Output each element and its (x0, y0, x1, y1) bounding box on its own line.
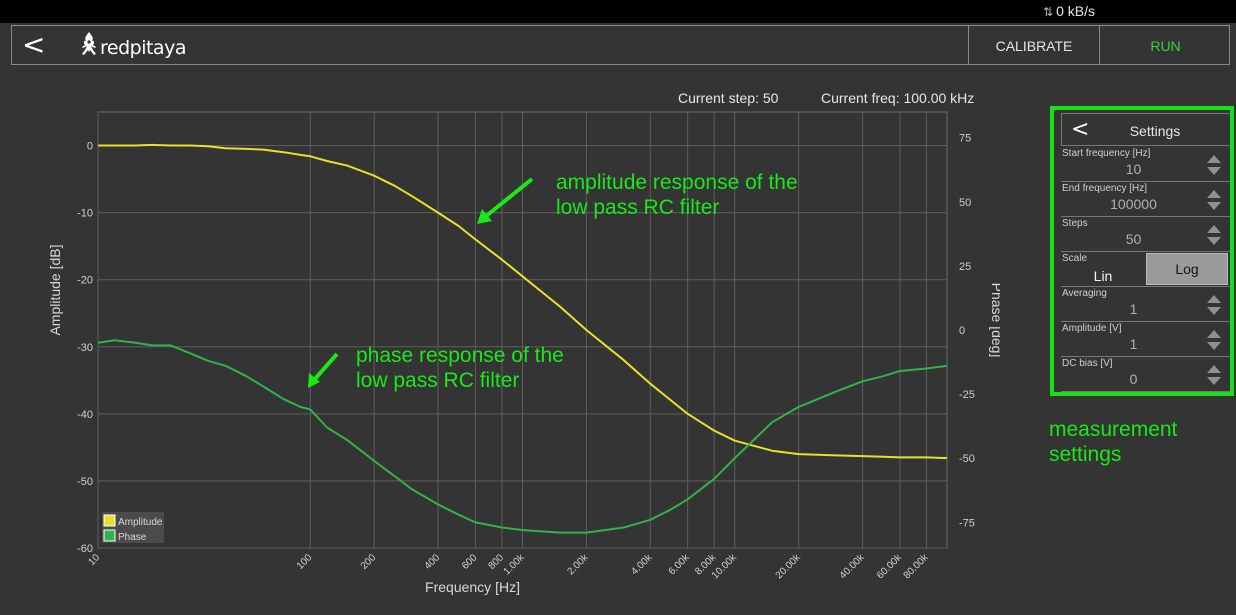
amplitude-input[interactable]: 1 (1129, 336, 1138, 352)
spinner-icon[interactable] (1207, 190, 1221, 212)
x-tick-label: 6.00k (667, 552, 693, 578)
x-tick-label: 200 (359, 552, 379, 572)
redpitaya-logo-icon (82, 32, 96, 55)
field-label: End frequency [Hz] (1062, 183, 1148, 194)
end-frequency-input[interactable]: 100000 (1110, 196, 1157, 212)
x-tick-label: 1.00k (502, 552, 528, 578)
dc-bias-field: DC bias [V] 0 (1061, 357, 1231, 392)
phase-annotation: phase response of the low pass RC filter (356, 343, 564, 393)
phase-annotation-line-2: low pass RC filter (356, 369, 520, 392)
end-frequency-field: End frequency [Hz] 100000 (1061, 182, 1231, 217)
y-right-tick-label: 50 (959, 197, 971, 209)
spinner-icon[interactable] (1207, 155, 1221, 177)
current-freq: Current freq: 100.00 kHz (821, 90, 975, 106)
x-tick-label: 10.00k (710, 552, 740, 582)
legend-label: Phase (118, 532, 147, 543)
legend-swatch (103, 529, 116, 542)
spinner-icon[interactable] (1207, 365, 1221, 387)
y-right-tick-label: 25 (959, 261, 971, 273)
x-axis-label: Frequency [Hz] (425, 579, 520, 595)
spinner-icon[interactable] (1207, 295, 1221, 317)
y-right-tick-label: -75 (959, 517, 975, 529)
x-tick-label: 40.00k (838, 552, 868, 582)
field-label: Scale (1062, 253, 1088, 264)
redpitaya-logo: redpitaya (78, 30, 186, 62)
x-tick-label: 80.00k (902, 552, 932, 582)
network-rate: ⇅ 0 kB/s (1043, 3, 1095, 19)
spinner-icon[interactable] (1207, 225, 1221, 247)
phase-annotation-line-1: phase response of the (356, 344, 564, 367)
run-button[interactable]: RUN (1099, 26, 1231, 64)
x-tick-label: 100 (295, 552, 315, 572)
steps-field: Steps 50 (1061, 217, 1231, 252)
settings-title: Settings (1129, 123, 1181, 139)
transfer-arrows-icon: ⇅ (1043, 5, 1054, 19)
settings-annotation: measurement settings (1049, 417, 1177, 467)
y-right-tick-label: -25 (959, 389, 975, 401)
field-label: Amplitude [V] (1062, 323, 1122, 334)
y-left-tick-label: -10 (77, 208, 93, 220)
series-line-phase (97, 339, 948, 534)
current-step: Current step: 50 (678, 90, 779, 106)
top-status-strip: ⇅ 0 kB/s (0, 0, 1236, 23)
y-left-tick-label: -40 (77, 409, 93, 421)
y-right-tick-label: 0 (959, 325, 965, 337)
scale-log-button[interactable]: Log (1146, 253, 1228, 285)
amplitude-annotation-line-1: amplitude response of the (556, 171, 798, 194)
chevron-left-icon[interactable]: < (1071, 117, 1090, 142)
legend-swatch (103, 514, 116, 527)
amplitude-annotation-line-2: low pass RC filter (556, 196, 720, 219)
settings-panel: < Settings Start frequency [Hz] 10 End f… (1061, 113, 1231, 392)
averaging-field: Averaging 1 (1061, 287, 1231, 322)
field-label: Steps (1062, 218, 1088, 229)
x-tick-label: 20.00k (774, 552, 804, 582)
legend-label: Amplitude (118, 517, 163, 528)
network-rate-value: 0 kB/s (1056, 3, 1095, 19)
field-label: Averaging (1062, 288, 1107, 299)
x-tick-label: 4.00k (629, 552, 655, 578)
averaging-input[interactable]: 1 (1129, 301, 1138, 317)
start-frequency-field: Start frequency [Hz] 10 (1061, 147, 1231, 182)
x-tick-label: 400 (423, 552, 443, 572)
amplitude-annotation: amplitude response of the low pass RC fi… (556, 170, 798, 220)
settings-highlight-box (1050, 106, 1234, 396)
x-tick-label: 600 (460, 552, 480, 572)
y-left-tick-label: -20 (77, 275, 93, 287)
dc-bias-input[interactable]: 0 (1129, 371, 1138, 387)
amplitude-field: Amplitude [V] 1 (1061, 322, 1231, 357)
start-frequency-input[interactable]: 10 (1125, 161, 1142, 177)
y-left-tick-label: -50 (77, 476, 93, 488)
chevron-left-icon[interactable]: < (22, 28, 46, 61)
field-label: DC bias [V] (1062, 358, 1113, 369)
logo-text: redpitaya (100, 37, 186, 59)
x-tick-label: 2.00k (565, 552, 591, 578)
y-left-tick-label: -30 (77, 342, 93, 354)
y-right-axis-label: Phase [deg] (989, 283, 1000, 358)
settings-annotation-line-1: measurement (1049, 418, 1178, 441)
y-right-tick-label: 75 (959, 133, 971, 145)
scale-lin-button[interactable]: Lin (1093, 268, 1113, 284)
series-line-amplitude (98, 143, 948, 460)
y-left-tick-label: -60 (77, 543, 93, 555)
x-tick-label: 60.00k (875, 552, 905, 582)
calibrate-button[interactable]: CALIBRATE (968, 26, 1099, 64)
field-label: Start frequency [Hz] (1062, 148, 1151, 159)
navbar: < redpitaya CALIBRATE RUN (11, 25, 1230, 65)
y-right-tick-label: -50 (959, 453, 975, 465)
scale-field: Scale Lin Log (1061, 252, 1231, 287)
spinner-icon[interactable] (1207, 330, 1221, 352)
y-left-axis-label: Amplitude [dB] (47, 244, 63, 335)
settings-annotation-line-2: settings (1049, 443, 1122, 466)
steps-input[interactable]: 50 (1125, 231, 1142, 247)
y-left-tick-label: 0 (87, 141, 93, 153)
